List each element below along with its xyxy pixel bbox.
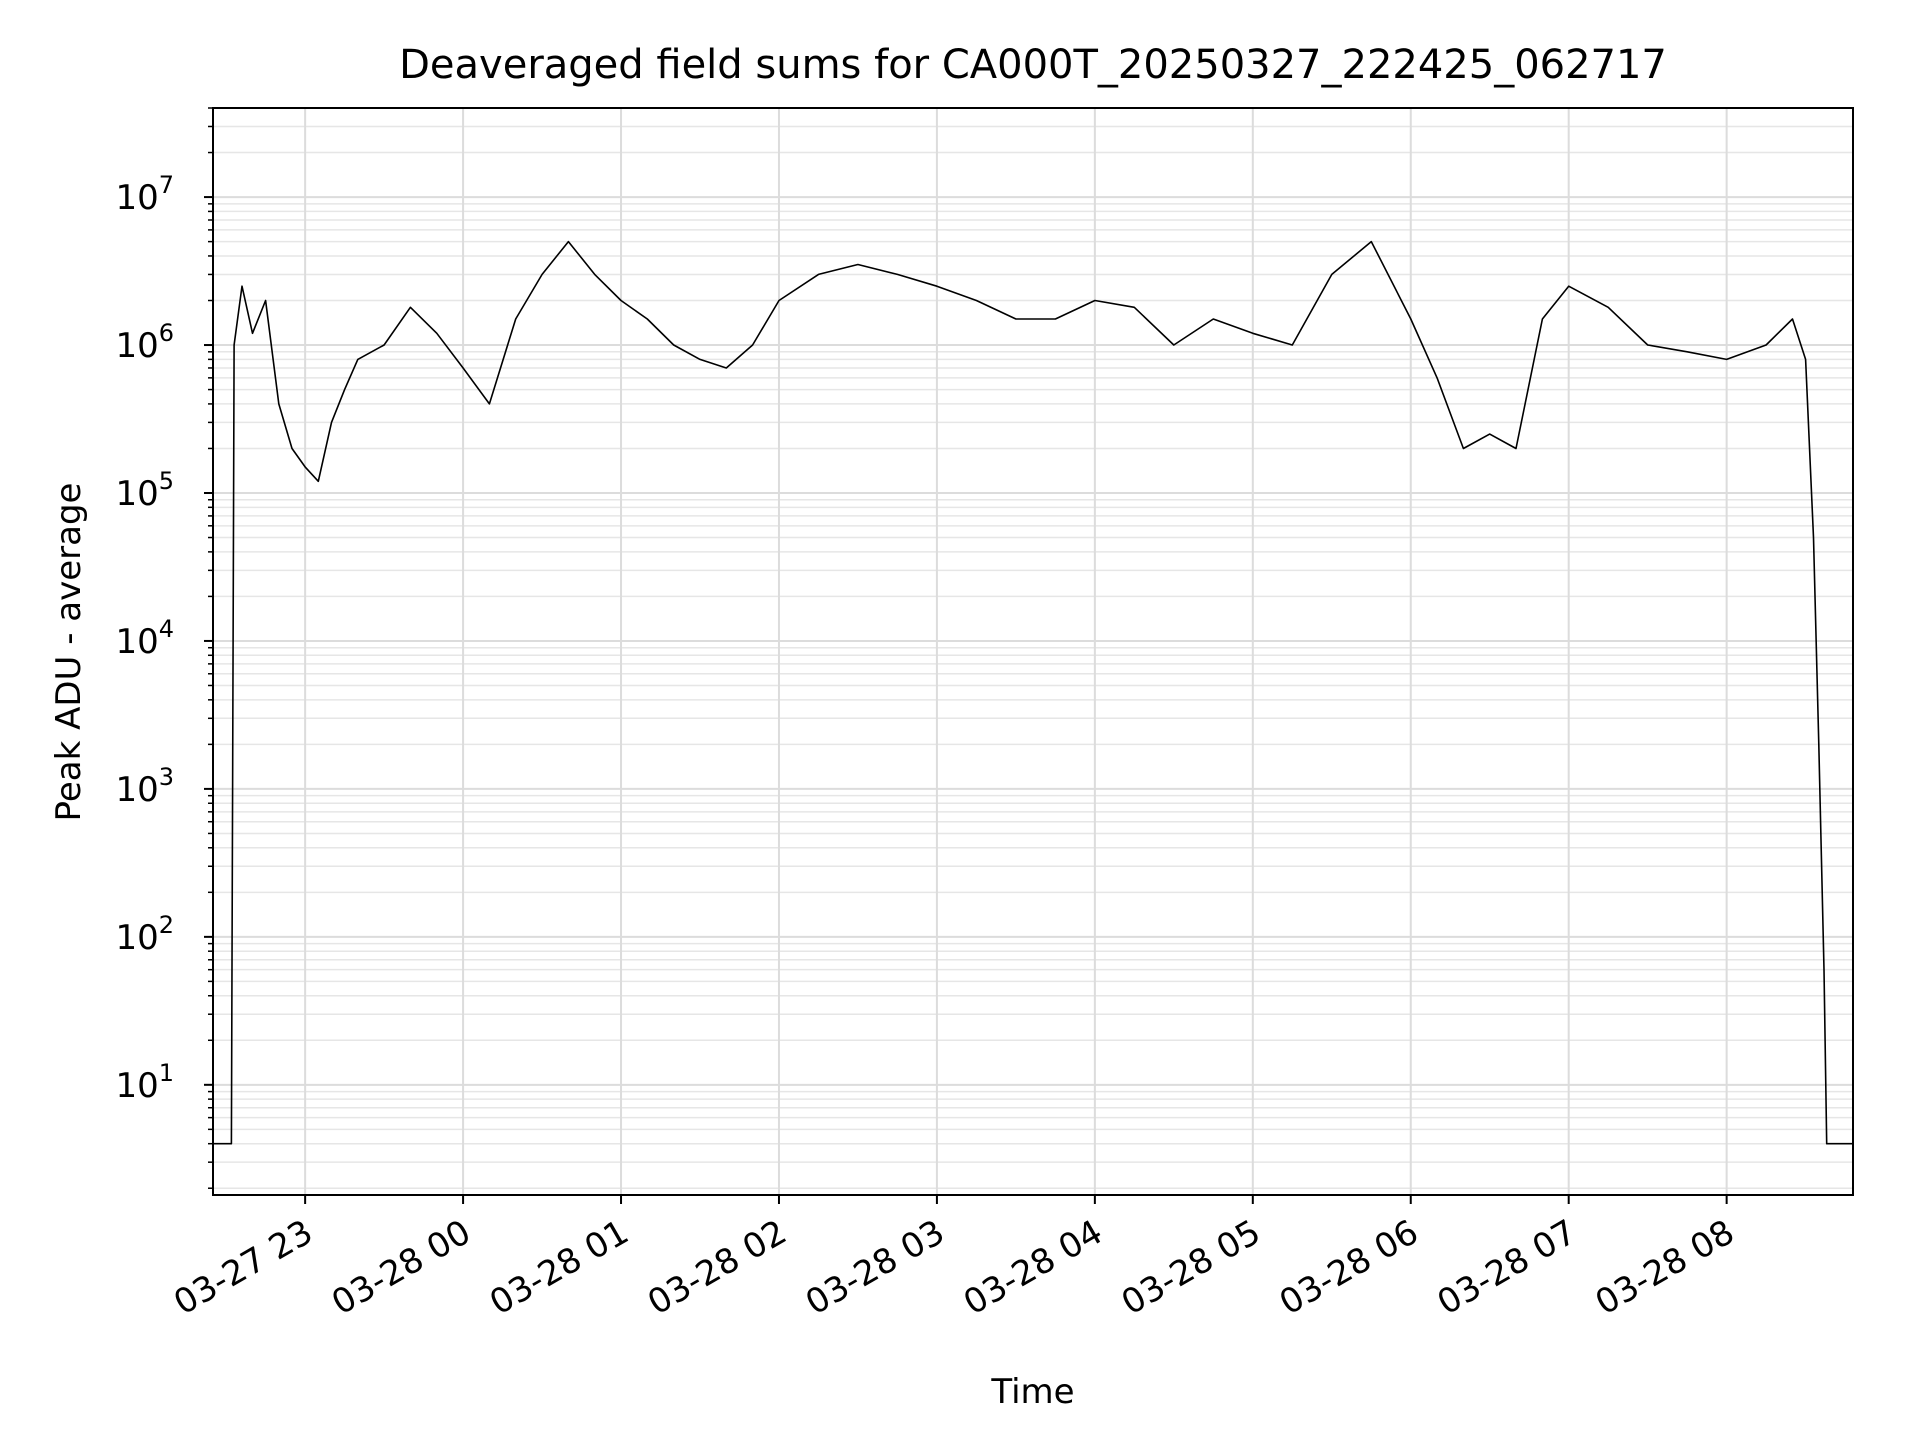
y-tick-label-base: 10 bbox=[115, 622, 158, 662]
y-tick-label-exponent: 4 bbox=[159, 615, 174, 643]
y-tick-label-exponent: 1 bbox=[159, 1059, 174, 1087]
chart-title: Deaveraged field sums for CA000T_2025032… bbox=[399, 42, 1667, 88]
y-tick-label-base: 10 bbox=[115, 326, 158, 366]
y-tick-label-exponent: 2 bbox=[159, 911, 174, 939]
y-tick-label: 107 bbox=[115, 171, 174, 218]
y-tick-label-base: 10 bbox=[115, 918, 158, 958]
x-axis-label: Time bbox=[990, 1372, 1074, 1412]
y-tick-label-exponent: 7 bbox=[159, 171, 174, 199]
y-tick-label: 102 bbox=[115, 911, 174, 958]
y-tick-label-base: 10 bbox=[115, 1066, 158, 1106]
series-line-0 bbox=[213, 240, 1853, 1145]
y-tick-label-exponent: 3 bbox=[159, 763, 174, 791]
y-tick-label: 106 bbox=[115, 319, 174, 366]
y-tick-label-exponent: 5 bbox=[159, 467, 174, 495]
y-tick-label: 105 bbox=[115, 467, 174, 514]
y-tick-label-exponent: 6 bbox=[159, 319, 174, 347]
y-tick-label: 104 bbox=[115, 615, 174, 662]
y-tick-label: 103 bbox=[115, 763, 174, 810]
series-layer bbox=[213, 240, 1853, 1145]
plot-frame bbox=[212, 107, 1854, 1196]
y-axis-label: Peak ADU - average bbox=[49, 483, 89, 822]
grid bbox=[213, 107, 1853, 1195]
y-tick-label: 101 bbox=[115, 1059, 174, 1106]
y-tick-label-base: 10 bbox=[115, 474, 158, 514]
y-tick-label-base: 10 bbox=[115, 770, 158, 810]
y-tick-label-base: 10 bbox=[115, 178, 158, 218]
